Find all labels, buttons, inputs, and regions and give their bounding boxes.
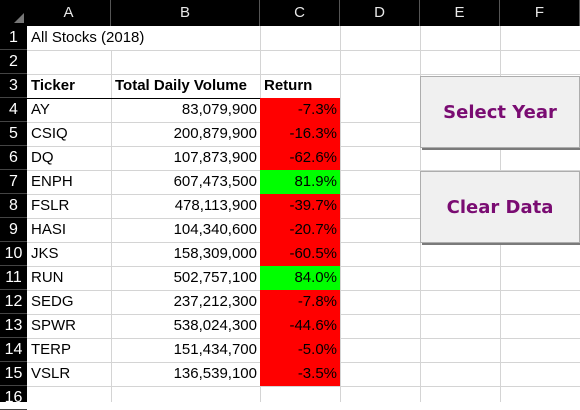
cell-return[interactable]: -20.7% xyxy=(260,218,340,242)
cell-volume[interactable]: 478,113,900 xyxy=(174,197,257,214)
cell-ticker[interactable]: DQ xyxy=(31,149,54,166)
cell-ticker[interactable]: AY xyxy=(31,101,50,118)
cell-a1-title[interactable]: All Stocks (2018) xyxy=(27,26,260,50)
row-header-13[interactable]: 13 xyxy=(0,314,27,338)
row-header-8[interactable]: 8 xyxy=(0,194,27,218)
gridline xyxy=(111,26,112,402)
cell-ticker[interactable]: FSLR xyxy=(31,197,70,214)
header-total-daily-volume[interactable]: Total Daily Volume xyxy=(115,77,247,94)
row-header-4[interactable]: 4 xyxy=(0,98,27,122)
cell-volume[interactable]: 158,309,000 xyxy=(173,245,257,262)
column-header-a[interactable]: A xyxy=(27,0,111,26)
row-header-10[interactable]: 10 xyxy=(0,242,27,266)
cell-return[interactable]: -39.7% xyxy=(260,194,340,218)
cell-return[interactable]: -5.0% xyxy=(260,338,340,362)
row-header-14[interactable]: 14 xyxy=(0,338,27,362)
select-year-label: Select Year xyxy=(443,101,557,123)
cell-ticker[interactable]: HASI xyxy=(31,221,67,238)
row-header-3[interactable]: 3 xyxy=(0,74,27,98)
column-header-b[interactable]: B xyxy=(111,0,260,26)
cell-volume[interactable]: 607,473,500 xyxy=(173,173,257,190)
row-header-2[interactable]: 2 xyxy=(0,50,27,74)
cell-return[interactable]: -3.5% xyxy=(260,362,340,386)
column-header-f[interactable]: F xyxy=(500,0,580,26)
row-header-16[interactable]: 16 xyxy=(0,386,27,410)
row-header-9[interactable]: 9 xyxy=(0,218,27,242)
column-header-c[interactable]: C xyxy=(260,0,340,26)
column-header-d[interactable]: D xyxy=(340,0,420,26)
cell-return[interactable]: 81.9% xyxy=(260,170,340,194)
cell-return[interactable]: -7.3% xyxy=(260,98,340,122)
select-year-button[interactable]: Select Year xyxy=(420,76,580,148)
row-header-5[interactable]: 5 xyxy=(0,122,27,146)
cell-return[interactable]: -7.8% xyxy=(260,290,340,314)
row-header-6[interactable]: 6 xyxy=(0,146,27,170)
row-header-1[interactable]: 1 xyxy=(0,26,27,50)
row-header-12[interactable]: 12 xyxy=(0,290,27,314)
header-return[interactable]: Return xyxy=(264,77,313,94)
column-headers: A B C D E F xyxy=(27,0,580,26)
select-all-triangle-icon xyxy=(14,13,24,23)
column-header-e[interactable]: E xyxy=(420,0,500,26)
cell-return[interactable]: -16.3% xyxy=(260,122,340,146)
header-ticker[interactable]: Ticker xyxy=(31,77,75,94)
cell-volume[interactable]: 200,879,900 xyxy=(173,125,257,142)
row-header-7[interactable]: 7 xyxy=(0,170,27,194)
cell-volume[interactable]: 136,539,100 xyxy=(173,365,257,382)
cell-volume[interactable]: 83,079,900 xyxy=(181,101,257,118)
gridline xyxy=(340,26,341,402)
cell-return[interactable]: -60.5% xyxy=(260,242,340,266)
cell-volume[interactable]: 538,024,300 xyxy=(173,317,257,334)
cell-volume[interactable]: 502,757,100 xyxy=(173,269,257,286)
gridline xyxy=(27,50,580,51)
cell-return[interactable]: -44.6% xyxy=(260,314,340,338)
gridline xyxy=(27,386,580,387)
select-all-corner[interactable] xyxy=(0,0,27,26)
gridline xyxy=(27,74,580,75)
cell-return[interactable]: 84.0% xyxy=(260,266,340,290)
cell-return[interactable]: -62.6% xyxy=(260,146,340,170)
cell-volume[interactable]: 151,434,700 xyxy=(173,341,257,358)
cell-ticker[interactable]: VSLR xyxy=(31,365,71,382)
cell-volume[interactable]: 104,340,600 xyxy=(173,221,257,238)
row-header-11[interactable]: 11 xyxy=(0,266,27,290)
clear-data-button[interactable]: Clear Data xyxy=(420,171,580,243)
cell-volume[interactable]: 237,212,300 xyxy=(173,293,257,310)
clear-data-label: Clear Data xyxy=(446,196,554,218)
cell-ticker[interactable]: SEDG xyxy=(31,293,74,310)
row-headers: 1 2 3 4 5 6 7 8 9 10 11 12 13 14 15 16 xyxy=(0,26,27,410)
cell-ticker[interactable]: SPWR xyxy=(31,317,76,334)
cell-ticker[interactable]: CSIQ xyxy=(31,125,68,142)
row-header-15[interactable]: 15 xyxy=(0,362,27,386)
cell-ticker[interactable]: RUN xyxy=(31,269,64,286)
header-bottom-border xyxy=(27,98,340,99)
cell-ticker[interactable]: JKS xyxy=(31,245,59,262)
cell-volume[interactable]: 107,873,900 xyxy=(173,149,257,166)
cell-ticker[interactable]: TERP xyxy=(31,341,72,358)
cell-ticker[interactable]: ENPH xyxy=(31,173,73,190)
